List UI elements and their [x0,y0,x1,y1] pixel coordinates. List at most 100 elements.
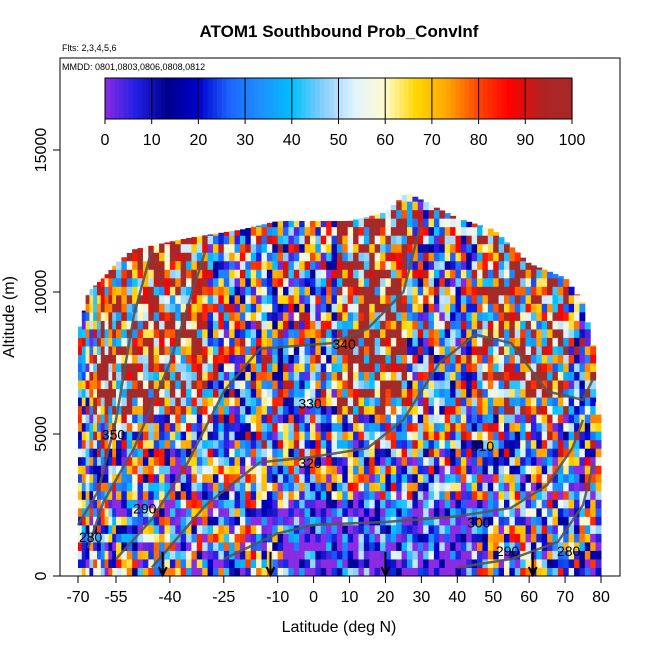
heatmap-cell [132,490,139,500]
heatmap-cell [148,354,155,364]
heatmap-cell [277,311,284,321]
heatmap-cell [417,422,424,432]
heatmap-cell [504,252,510,262]
heatmap-cell [148,380,155,390]
heatmap-cell [148,524,155,534]
heatmap-cell [342,550,349,560]
heatmap-cell [353,448,359,458]
heatmap-cell [299,252,306,262]
heatmap-cell [78,524,83,534]
heatmap-cell [374,226,381,236]
heatmap-cell [385,243,392,253]
heatmap-cell [229,507,236,517]
heatmap-cell [315,431,322,441]
heatmap-cell [261,286,268,296]
heatmap-cell [428,414,435,424]
heatmap-cell [277,550,284,560]
heatmap-cell [509,524,516,534]
heatmap-cell [525,465,532,475]
heatmap-cell [407,550,413,560]
heatmap-cell [525,397,532,407]
heatmap-cell [169,286,176,296]
heatmap-cell [100,286,106,296]
heatmap-cell [191,237,198,245]
heatmap-cell [439,328,446,338]
heatmap-cell [433,541,440,551]
heatmap-cell [186,397,192,407]
heatmap-cell [444,226,451,236]
heatmap-cell [547,405,553,415]
heatmap-cell [579,482,586,492]
heatmap-cell [299,405,306,415]
heatmap-cell [326,567,333,577]
heatmap-cell [272,286,279,296]
heatmap-cell [336,243,343,253]
heatmap-cell [347,533,354,543]
heatmap-cell [239,229,246,236]
heatmap-cell [396,482,403,492]
heatmap-cell [466,328,473,338]
heatmap-cell [85,482,90,492]
heatmap-cell [310,507,316,517]
heatmap-cell [428,243,435,253]
heatmap-cell [250,260,257,270]
heatmap-cell [396,439,403,449]
heatmap-cell [579,388,586,398]
heatmap-cell [132,507,139,517]
heatmap-cell [396,524,403,534]
heatmap-cell [466,448,473,458]
heatmap-cell [530,558,537,568]
colorbar-cell [431,78,438,119]
heatmap-cell [142,524,149,534]
colorbar-cell [464,78,470,119]
heatmap-cell [180,243,187,253]
heatmap-cell [207,328,214,338]
heatmap-cell [315,388,322,398]
heatmap-cell [315,380,322,390]
heatmap-cell [552,507,559,517]
heatmap-cell [175,303,182,313]
heatmap-cell [541,473,548,483]
heatmap-cell [272,269,279,279]
x-axis: -70 -55 -40 -25 -10 0 10 20 30 40 50 60 70 80 [66,576,610,606]
heatmap-cell [320,388,327,398]
heatmap-cell [191,533,198,543]
heatmap-cell [202,345,209,355]
heatmap-cell [310,456,316,466]
heatmap-cell [132,354,139,364]
heatmap-cell [514,371,521,381]
heatmap-cell [196,371,203,381]
heatmap-cell [417,405,424,415]
heatmap-cell [428,209,435,219]
heatmap-cell [266,320,273,330]
heatmap-cell [374,260,381,270]
heatmap-cell [487,260,494,270]
heatmap-cell [277,243,284,253]
heatmap-cell [584,380,591,390]
heatmap-cell [196,269,203,279]
heatmap-cell [234,431,241,441]
heatmap-cell [574,414,580,424]
heatmap-cell [428,345,435,355]
heatmap-cell [132,465,139,475]
heatmap-cell [132,516,139,526]
heatmap-cell [153,311,160,321]
heatmap-cell [315,490,322,500]
heatmap-cell [390,482,397,492]
heatmap-cell [234,499,241,509]
colorbar-cell [287,78,293,119]
heatmap-cell [293,507,300,517]
heatmap-cell [78,363,83,373]
heatmap-cell [347,482,354,492]
heatmap-cell [455,226,462,236]
heatmap-cell [353,388,359,398]
heatmap-cell [342,465,349,475]
heatmap-cell [590,533,597,543]
heatmap-cell [536,456,543,466]
heatmap-cell [423,345,430,355]
heatmap-cell [159,320,165,330]
heatmap-cell [525,405,532,415]
heatmap-cell [444,345,451,355]
heatmap-cell [320,226,327,236]
heatmap-cell [331,320,338,330]
